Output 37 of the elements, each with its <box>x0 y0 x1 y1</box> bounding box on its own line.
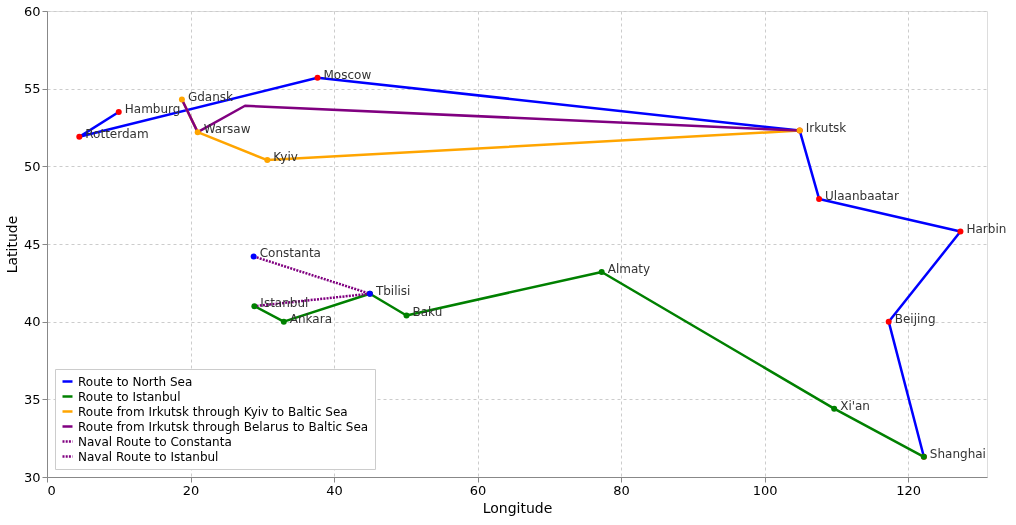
annotation: Shanghai <box>929 446 986 461</box>
annotation: Irkutsk <box>805 120 847 135</box>
legend-label: Naval Route to Constanta <box>78 434 232 449</box>
y-tick-label: 30 <box>23 469 41 485</box>
legend-label: Naval Route to Istanbul <box>78 449 219 464</box>
y-axis-title: Latitude <box>3 215 20 274</box>
x-tick-label: 60 <box>469 482 487 498</box>
legend-label: Route from Irkutsk through Kyiv to Baltic Sea <box>78 404 348 419</box>
annotation: Warsaw <box>203 122 251 137</box>
annotation: Gdansk <box>187 89 234 104</box>
annotation: Almaty <box>607 261 651 276</box>
annotation: Beijing <box>894 311 936 326</box>
annotation: Ankara <box>289 311 332 326</box>
annotation: Hamburg <box>124 101 181 116</box>
legend-label: Route to North Sea <box>78 374 193 389</box>
x-tick-label: 120 <box>896 482 921 498</box>
annotation: Xi'an <box>840 398 870 413</box>
x-axis-title: Longitude <box>482 499 553 516</box>
y-tick-label: 45 <box>23 236 41 252</box>
y-tick-label: 60 <box>23 3 41 19</box>
annotation: Tbilisi <box>374 283 411 298</box>
annotation: Rotterdam <box>85 126 149 141</box>
x-tick-label: 20 <box>182 482 200 498</box>
y-tick-label: 40 <box>23 314 41 330</box>
annotation: Ulaanbaatar <box>825 188 899 203</box>
x-tick-label: 100 <box>752 482 778 498</box>
y-tick-label: 50 <box>23 158 41 174</box>
legend-label: Route to Istanbul <box>78 389 181 404</box>
annotation: Harbin <box>966 221 1007 236</box>
annotation: Constanta <box>259 246 321 261</box>
x-tick-label: 40 <box>326 482 343 498</box>
y-tick-label: 55 <box>23 81 41 97</box>
x-tick-label: 0 <box>47 482 56 498</box>
legend-label: Route from Irkutsk through Belarus to Baltic Sea <box>78 419 369 434</box>
y-tick-label: 35 <box>23 391 41 407</box>
x-tick-label: 80 <box>613 482 630 498</box>
annotation: Moscow <box>323 67 372 82</box>
